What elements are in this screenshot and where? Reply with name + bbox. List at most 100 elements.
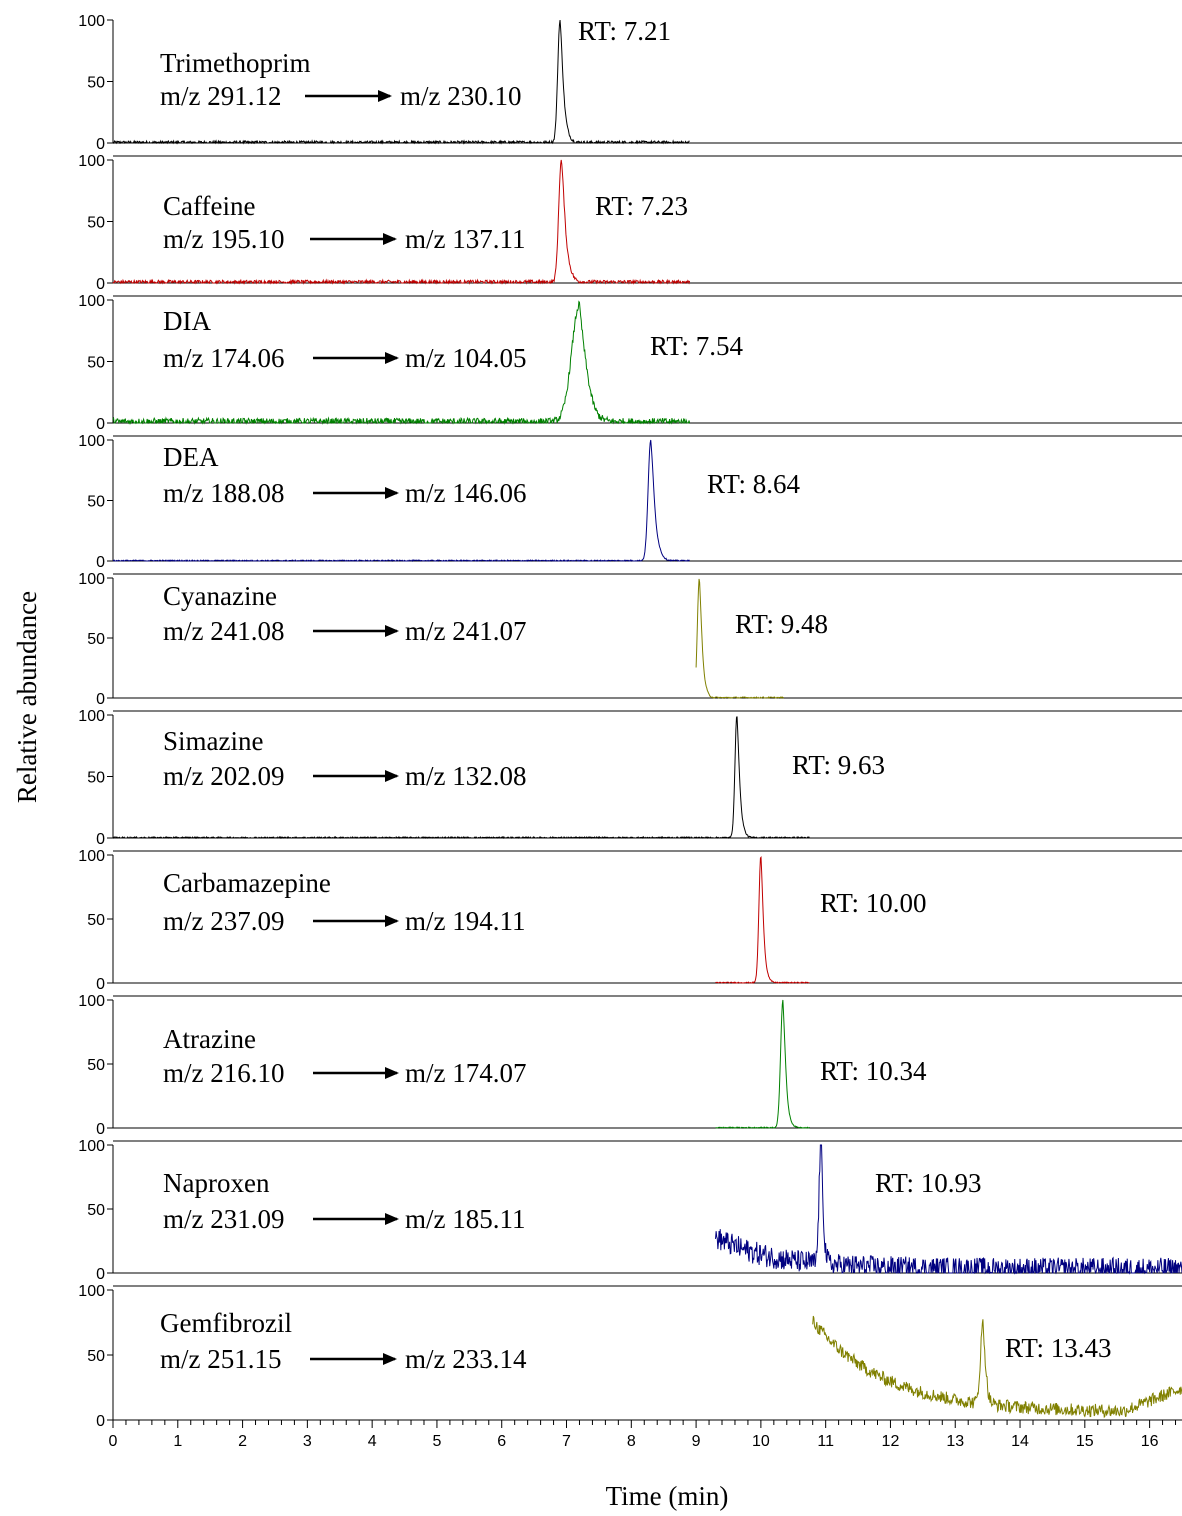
x-tick-label: 14 <box>1011 1433 1029 1450</box>
x-tick-label: 12 <box>882 1433 900 1450</box>
panel-5-trace <box>112 716 810 840</box>
x-tick-label: 16 <box>1141 1433 1159 1450</box>
panel-3-product-label: m/z 146.06 <box>405 478 527 508</box>
panel-6-y-tick-label: 50 <box>87 912 105 929</box>
panel-6-compound-label: Carbamazepine <box>163 868 331 898</box>
panel-3-y-tick-label: 50 <box>87 494 105 511</box>
panel-4-compound-label: Cyanazine <box>163 581 277 611</box>
panel-0-compound-label: Trimethoprim <box>160 48 311 78</box>
panel-7-compound-label: Atrazine <box>163 1024 256 1054</box>
panel-7-y-tick-label: 0 <box>96 1121 105 1138</box>
panel-9-precursor-label: m/z 251.15 <box>160 1344 282 1374</box>
panel-9-trace <box>812 1315 1182 1419</box>
x-tick-label: 11 <box>817 1433 834 1450</box>
panel-3-y-tick-label: 100 <box>78 433 105 450</box>
panel-3-precursor-label: m/z 188.08 <box>163 478 285 508</box>
panel-1-trace <box>112 159 691 285</box>
panel-8-product-label: m/z 185.11 <box>405 1204 526 1234</box>
panel-0-y-tick-label: 0 <box>96 136 105 153</box>
x-tick-label: 0 <box>109 1433 118 1450</box>
panel-3-trace <box>112 439 691 562</box>
panel-1-product-label: m/z 137.11 <box>405 224 526 254</box>
panel-9-compound-label: Gemfibrozil <box>160 1308 292 1338</box>
panel-0-y-tick-label: 50 <box>87 75 105 92</box>
panel-6-y-tick-label: 0 <box>96 976 105 993</box>
panel-1-y-tick-label: 50 <box>87 215 105 232</box>
panel-1-y-tick-label: 100 <box>78 153 105 170</box>
x-axis-title: Time (min) <box>606 1481 729 1511</box>
panel-0-precursor-label: m/z 291.12 <box>160 81 282 111</box>
panel-6-y-tick-label: 100 <box>78 848 105 865</box>
panel-5-y-tick-label: 100 <box>78 708 105 725</box>
panel-9-rt-label: RT: 13.43 <box>1005 1333 1112 1363</box>
panel-2-y-tick-label: 0 <box>96 416 105 433</box>
panel-9-y-tick-label: 100 <box>78 1283 105 1300</box>
panel-2-y-tick-label: 50 <box>87 355 105 372</box>
panel-8-y-tick-label: 50 <box>87 1202 105 1219</box>
panel-2-rt-label: RT: 7.54 <box>650 331 744 361</box>
panel-5-y-tick-label: 50 <box>87 770 105 787</box>
x-tick-label: 5 <box>432 1433 441 1450</box>
panel-9-product-label: m/z 233.14 <box>405 1344 527 1374</box>
panel-5-precursor-label: m/z 202.09 <box>163 761 285 791</box>
panel-2-product-label: m/z 104.05 <box>405 343 527 373</box>
panel-6-trace <box>715 856 810 984</box>
panel-4-y-tick-label: 100 <box>78 571 105 588</box>
panel-8-compound-label: Naproxen <box>163 1168 270 1198</box>
panel-3-y-tick-label: 0 <box>96 554 105 571</box>
x-tick-label: 3 <box>303 1433 312 1450</box>
panel-0-trace <box>112 19 690 145</box>
panel-6-product-label: m/z 194.11 <box>405 906 526 936</box>
x-tick-label: 7 <box>562 1433 571 1450</box>
x-tick-label: 6 <box>497 1433 506 1450</box>
panel-1-precursor-label: m/z 195.10 <box>163 224 285 254</box>
x-tick-label: 10 <box>752 1433 770 1450</box>
panel-2-compound-label: DIA <box>163 306 211 336</box>
panel-8-trace <box>715 1144 1182 1275</box>
panel-2-y-tick-label: 100 <box>78 293 105 310</box>
panel-1-rt-label: RT: 7.23 <box>595 191 688 221</box>
x-tick-label: 9 <box>692 1433 701 1450</box>
panel-0-product-label: m/z 230.10 <box>400 81 522 111</box>
panel-8-precursor-label: m/z 231.09 <box>163 1204 285 1234</box>
panel-7-product-label: m/z 174.07 <box>405 1058 527 1088</box>
panel-1-y-tick-label: 0 <box>96 276 105 293</box>
panel-7-precursor-label: m/z 216.10 <box>163 1058 285 1088</box>
x-tick-label: 2 <box>238 1433 247 1450</box>
panel-0-rt-label: RT: 7.21 <box>578 16 671 46</box>
panel-4-precursor-label: m/z 241.08 <box>163 616 285 646</box>
panel-8-y-tick-label: 100 <box>78 1138 105 1155</box>
panel-6-precursor-label: m/z 237.09 <box>163 906 285 936</box>
panel-3-rt-label: RT: 8.64 <box>707 469 801 499</box>
panel-9-y-tick-label: 50 <box>87 1348 105 1365</box>
panel-7-y-tick-label: 100 <box>78 993 105 1010</box>
panel-7-y-tick-label: 50 <box>87 1057 105 1074</box>
panel-4-y-tick-label: 0 <box>96 691 105 708</box>
panel-5-y-tick-label: 0 <box>96 831 105 848</box>
panel-0-y-tick-label: 100 <box>78 13 105 30</box>
x-tick-label: 15 <box>1076 1433 1094 1450</box>
y-axis-title: Relative abundance <box>12 591 42 803</box>
panel-1-compound-label: Caffeine <box>163 191 255 221</box>
panel-7-rt-label: RT: 10.34 <box>820 1056 927 1086</box>
panel-4-trace <box>695 578 784 699</box>
panel-4-rt-label: RT: 9.48 <box>735 609 828 639</box>
panel-5-product-label: m/z 132.08 <box>405 761 527 791</box>
panel-6-rt-label: RT: 10.00 <box>820 888 927 918</box>
panel-5-compound-label: Simazine <box>163 726 263 756</box>
panel-5-rt-label: RT: 9.63 <box>792 750 885 780</box>
panel-9-y-tick-label: 0 <box>96 1413 105 1430</box>
x-tick-label: 8 <box>627 1433 636 1450</box>
panel-8-y-tick-label: 0 <box>96 1266 105 1283</box>
panel-8-rt-label: RT: 10.93 <box>875 1168 982 1198</box>
x-tick-label: 1 <box>173 1433 182 1450</box>
panel-7-trace <box>715 999 810 1129</box>
panel-2-precursor-label: m/z 174.06 <box>163 343 285 373</box>
x-tick-label: 13 <box>946 1433 964 1450</box>
panel-4-product-label: m/z 241.07 <box>405 616 527 646</box>
panel-2-trace <box>112 300 691 425</box>
panel-4-y-tick-label: 50 <box>87 631 105 648</box>
panel-3-compound-label: DEA <box>163 442 219 472</box>
